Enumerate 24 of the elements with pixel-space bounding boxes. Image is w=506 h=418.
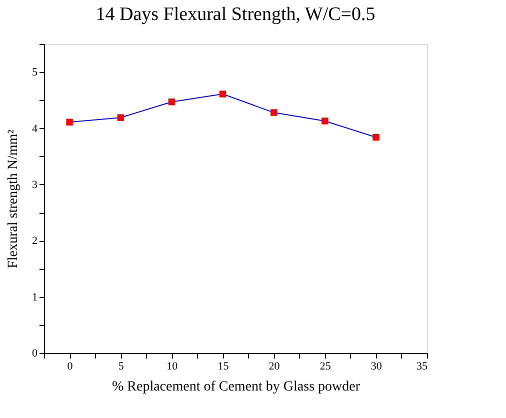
y-tick-label: 3 [32, 178, 38, 191]
x-tick-label: 20 [268, 360, 280, 372]
x-tick-label: 10 [166, 360, 178, 372]
y-tick-label: 2 [32, 235, 38, 248]
point [219, 90, 226, 98]
x-tick-label: 15 [218, 360, 230, 372]
point [322, 118, 328, 124]
x-tick-label: 25 [320, 360, 332, 372]
point [270, 109, 278, 116]
y-tick-label: 1 [32, 291, 38, 304]
x-tick-label: 30 [370, 360, 382, 372]
point [168, 98, 176, 106]
x-tick-label: 35 [416, 360, 428, 372]
y-axis-title: Flexural strength N/mm² [6, 130, 21, 268]
y-tick-label: 5 [32, 66, 38, 79]
point [372, 134, 380, 141]
x-tick-label: 5 [118, 360, 124, 372]
point [66, 118, 73, 126]
x-tick-label: 0 [67, 360, 74, 372]
chart-title: 14 Days Flexural Strength, W/C=0.5 [96, 4, 376, 25]
point [117, 114, 124, 121]
y-tick-label: 4 [32, 122, 38, 135]
y-tick-label: 0 [32, 348, 38, 360]
x-axis-title: % Replacement of Cement by Glass powder [112, 380, 360, 394]
